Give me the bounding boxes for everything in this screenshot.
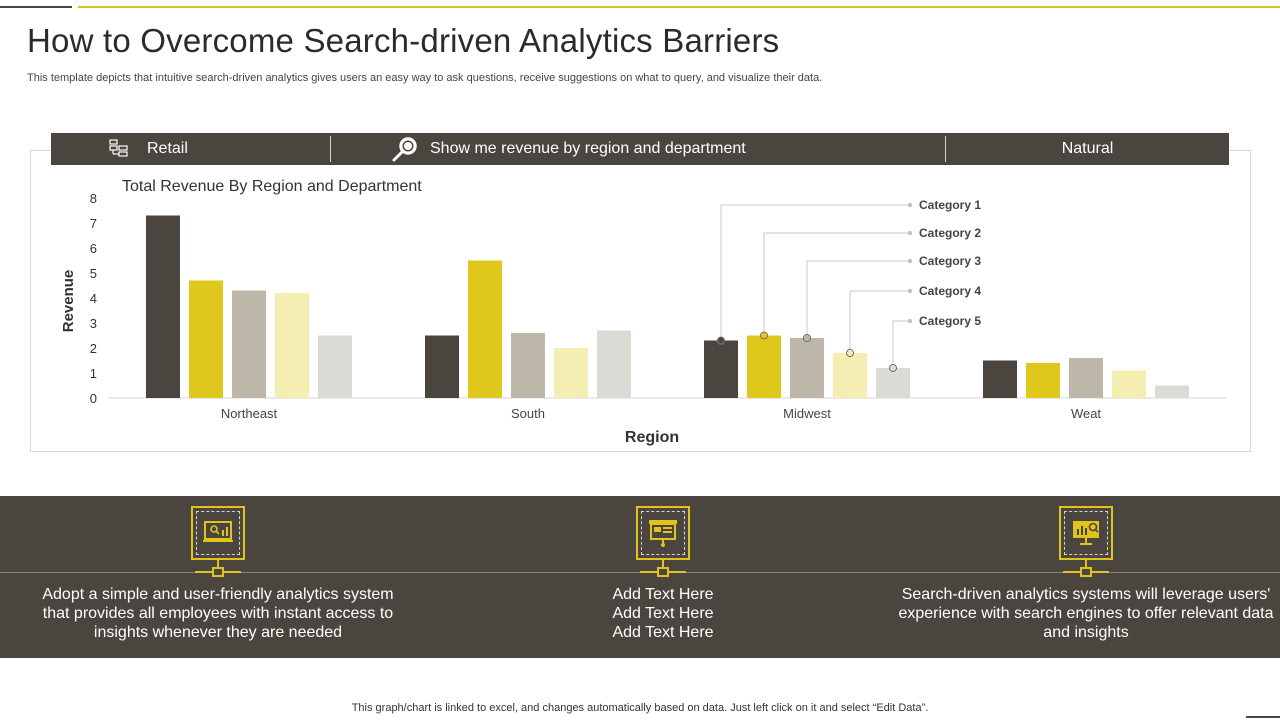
bar-midwest-3[interactable] bbox=[790, 338, 824, 398]
top-accent-gold bbox=[78, 6, 1280, 8]
feature-connector bbox=[217, 560, 219, 568]
bar-midwest-5[interactable] bbox=[876, 368, 910, 398]
x-tick-label: Weat bbox=[1071, 406, 1101, 421]
bar-chart-search-icon bbox=[1064, 511, 1108, 555]
legend-anchor-ring bbox=[760, 331, 768, 340]
search-mode-label[interactable]: Natural bbox=[1061, 140, 1114, 157]
y-tick-label: 1 bbox=[90, 366, 97, 381]
bar-south-5[interactable] bbox=[597, 330, 631, 399]
feature-card-3: Search-driven analytics systems will lev… bbox=[896, 506, 1276, 656]
data-source-label[interactable]: Retail bbox=[147, 140, 188, 157]
top-accent-dark bbox=[0, 6, 72, 8]
legend-anchor-ring bbox=[717, 336, 725, 345]
y-tick-label: 3 bbox=[90, 316, 97, 331]
feature-connector bbox=[1085, 560, 1087, 568]
legend-leader-line bbox=[763, 232, 908, 336]
x-tick-label: Northeast bbox=[221, 406, 278, 421]
bar-midwest-4[interactable] bbox=[833, 353, 867, 398]
feature-text: Adopt a simple and user-friendly analyti… bbox=[42, 586, 394, 641]
x-axis-label: Region bbox=[625, 429, 679, 446]
legend-leader-end bbox=[908, 203, 912, 207]
y-tick-label: 4 bbox=[90, 291, 97, 306]
y-axis-label: Revenue bbox=[60, 270, 77, 333]
feature-node bbox=[1080, 567, 1092, 577]
legend-anchor-ring bbox=[803, 334, 811, 342]
bar-weat-5[interactable] bbox=[1155, 385, 1189, 399]
bar-south-1[interactable] bbox=[425, 335, 459, 399]
page-title: How to Overcome Search-driven Analytics … bbox=[27, 22, 780, 59]
y-tick-label: 2 bbox=[90, 341, 97, 356]
x-tick-label: South bbox=[511, 406, 545, 421]
search-bar-divider bbox=[945, 136, 946, 162]
legend-entry: Category 4 bbox=[919, 284, 981, 298]
y-tick-label: 6 bbox=[90, 241, 97, 256]
bar-south-4[interactable] bbox=[554, 348, 588, 398]
feature-card-1: Adopt a simple and user-friendly analyti… bbox=[28, 506, 408, 656]
magnifier-icon[interactable] bbox=[391, 135, 419, 168]
legend-leader-line bbox=[720, 204, 908, 341]
legend-leader-end bbox=[908, 259, 912, 263]
bar-weat-2[interactable] bbox=[1026, 363, 1060, 398]
page-subtitle: This template depicts that intuitive sea… bbox=[27, 72, 823, 84]
bar-northeast-4[interactable] bbox=[275, 293, 309, 398]
bar-northeast-1[interactable] bbox=[146, 215, 180, 399]
bar-midwest-1[interactable] bbox=[704, 340, 738, 399]
feature-icon-frame bbox=[1059, 506, 1113, 560]
feature-icon-frame bbox=[636, 506, 690, 560]
revenue-chart[interactable]: Total Revenue By Region and Department R… bbox=[0, 0, 1280, 460]
bar-weat-1[interactable] bbox=[983, 360, 1017, 399]
x-tick-label: Midwest bbox=[783, 406, 831, 421]
feature-connector bbox=[662, 560, 664, 568]
presentation-analytics-icon bbox=[196, 511, 240, 555]
y-tick-label: 0 bbox=[90, 391, 97, 406]
search-query-bar[interactable]: Retail Show me revenue by region and dep… bbox=[51, 133, 1229, 165]
legend-entry: Category 3 bbox=[919, 254, 981, 268]
legend-leader-end bbox=[908, 319, 912, 323]
feature-node bbox=[657, 567, 669, 577]
y-tick-label: 7 bbox=[90, 216, 97, 231]
bar-northeast-3[interactable] bbox=[232, 290, 266, 399]
bar-weat-4[interactable] bbox=[1112, 370, 1146, 399]
legend-leader-line bbox=[806, 260, 908, 338]
bar-midwest-2[interactable] bbox=[747, 335, 781, 399]
bar-weat-3[interactable] bbox=[1069, 358, 1103, 398]
legend-entry: Category 2 bbox=[919, 226, 981, 240]
bar-northeast-2[interactable] bbox=[189, 280, 223, 399]
feature-text: Search-driven analytics systems will lev… bbox=[898, 586, 1274, 641]
feature-text: Add Text Here Add Text Here Add Text Her… bbox=[612, 586, 714, 641]
feature-node bbox=[212, 567, 224, 577]
legend-leader-line bbox=[892, 320, 908, 368]
chart-title: Total Revenue By Region and Department bbox=[122, 178, 422, 195]
search-bar-divider bbox=[330, 136, 331, 162]
feature-card-2: Add Text Here Add Text Here Add Text Her… bbox=[473, 506, 853, 656]
corner-accent bbox=[1246, 716, 1280, 718]
legend-entry: Category 1 bbox=[919, 198, 981, 212]
bar-south-3[interactable] bbox=[511, 333, 545, 398]
legend-leader-line bbox=[849, 290, 908, 353]
legend-leader-end bbox=[908, 231, 912, 235]
bar-northeast-5[interactable] bbox=[318, 335, 352, 399]
search-query-text[interactable]: Show me revenue by region and department bbox=[430, 140, 746, 157]
legend-leader-end bbox=[908, 289, 912, 293]
y-tick-label: 8 bbox=[90, 191, 97, 206]
y-tick-label: 5 bbox=[90, 266, 97, 281]
footer-note: This graph/chart is linked to excel, and… bbox=[351, 702, 929, 714]
bar-south-2[interactable] bbox=[468, 260, 502, 399]
legend-anchor-ring bbox=[889, 364, 897, 372]
data-table-icon bbox=[109, 139, 129, 164]
legend-anchor-ring bbox=[846, 349, 854, 357]
legend-entry: Category 5 bbox=[919, 314, 981, 328]
feature-icon-frame bbox=[191, 506, 245, 560]
dashboard-board-icon bbox=[641, 511, 685, 555]
